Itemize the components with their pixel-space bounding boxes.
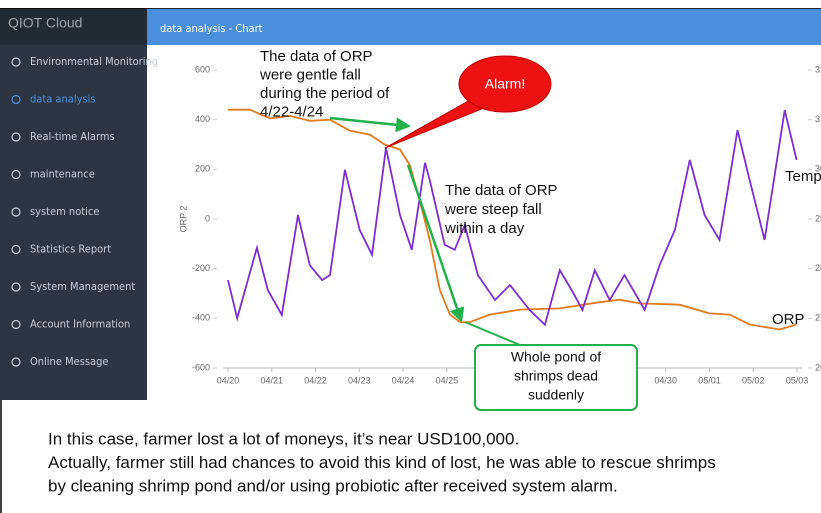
menu-item: System Management [30, 280, 135, 293]
screenshot: QIOT Cloud data analysis - Chart Environ… [0, 8, 821, 400]
series-label: Temp [785, 168, 821, 185]
menu-item: data analysis [30, 93, 96, 106]
series-label: ORP [772, 311, 805, 328]
menu-icon [11, 357, 21, 367]
series-line [228, 108, 797, 331]
y2-tick-label: 30 [815, 164, 821, 174]
y-tick-label: 200 [195, 164, 210, 174]
arrow [329, 116, 411, 133]
annotation: 4/22-4/24 [260, 103, 323, 120]
y-tick-label: 600 [195, 64, 210, 74]
x-tick-label: 04/23 [348, 375, 371, 385]
menu-item: Statistics Report [30, 243, 111, 256]
menu-item: Environmental Monitoring [30, 55, 158, 68]
x-tick-label: 05/01 [698, 375, 721, 385]
menu-icon [11, 207, 21, 217]
menu-icon [11, 319, 21, 330]
y-tick-label: -200 [192, 263, 210, 273]
y-tick-label: 0 [205, 213, 210, 223]
x-tick-label: 04/22 [304, 375, 327, 385]
menu-item: maintenance [30, 168, 95, 181]
alarm-bubble [458, 55, 552, 113]
header-title: data analysis - Chart [160, 22, 263, 35]
menu-icon [11, 57, 21, 67]
x-tick-label: 05/03 [786, 375, 809, 385]
menu-item: system notice [30, 205, 99, 218]
menu-icon [11, 244, 21, 255]
y-tick-label: 400 [195, 114, 210, 124]
y-tick-label: -600 [192, 362, 210, 372]
annotation: The data of ORP [260, 48, 373, 65]
x-tick-label: 04/24 [392, 375, 415, 385]
x-tick-label: 04/20 [217, 375, 240, 385]
y2-tick-label: 32 [815, 64, 821, 74]
x-tick-label: 04/25 [436, 375, 459, 385]
annotation: were gentle fall [259, 66, 361, 83]
y2-tick-label: 27 [815, 313, 821, 323]
y2-tick-label: 31 [815, 114, 821, 124]
annotation: shrimps dead [514, 368, 598, 384]
header-bar [147, 8, 821, 45]
x-tick-label: 04/21 [261, 375, 284, 385]
annotation: Alarm! [485, 76, 525, 92]
menu-item: Real-time Alarms [30, 130, 115, 143]
y-axis-label: ORP 2 [178, 206, 188, 233]
menu-icon [11, 169, 21, 180]
y2-tick-label: 26 [815, 362, 821, 372]
brand-bar [0, 8, 147, 45]
annotation: Whole pond of [511, 349, 601, 365]
annotation: suddenly [528, 387, 584, 403]
annotation: The data of ORP [445, 182, 558, 199]
menu-icon [11, 132, 21, 142]
menu-icon [11, 94, 21, 105]
caption-line: Actually, farmer still had chances to av… [48, 453, 716, 472]
y-tick-label: -400 [192, 313, 210, 323]
x-tick-label: 05/02 [742, 375, 765, 385]
caption-line: In this case, farmer lost a lot of money… [48, 429, 519, 448]
series-line [227, 109, 798, 327]
brand: QIOT Cloud [8, 15, 82, 31]
callout-box [474, 344, 638, 411]
menu-icon [11, 282, 21, 292]
menu-item: Account Information [30, 318, 130, 331]
arrow [406, 164, 465, 323]
menu-item: Online Message [30, 355, 108, 368]
y2-tick-label: 29 [815, 213, 821, 223]
caption-line: by cleaning shrimp pond and/or using pro… [48, 476, 618, 495]
annotation: within a day [444, 220, 525, 237]
annotation: were steep fall [444, 201, 542, 218]
arrow [464, 321, 521, 346]
annotation: during the period of [260, 85, 390, 102]
x-tick-label: 04/30 [654, 375, 677, 385]
sidebar [0, 8, 147, 400]
y2-tick-label: 28 [815, 263, 821, 273]
